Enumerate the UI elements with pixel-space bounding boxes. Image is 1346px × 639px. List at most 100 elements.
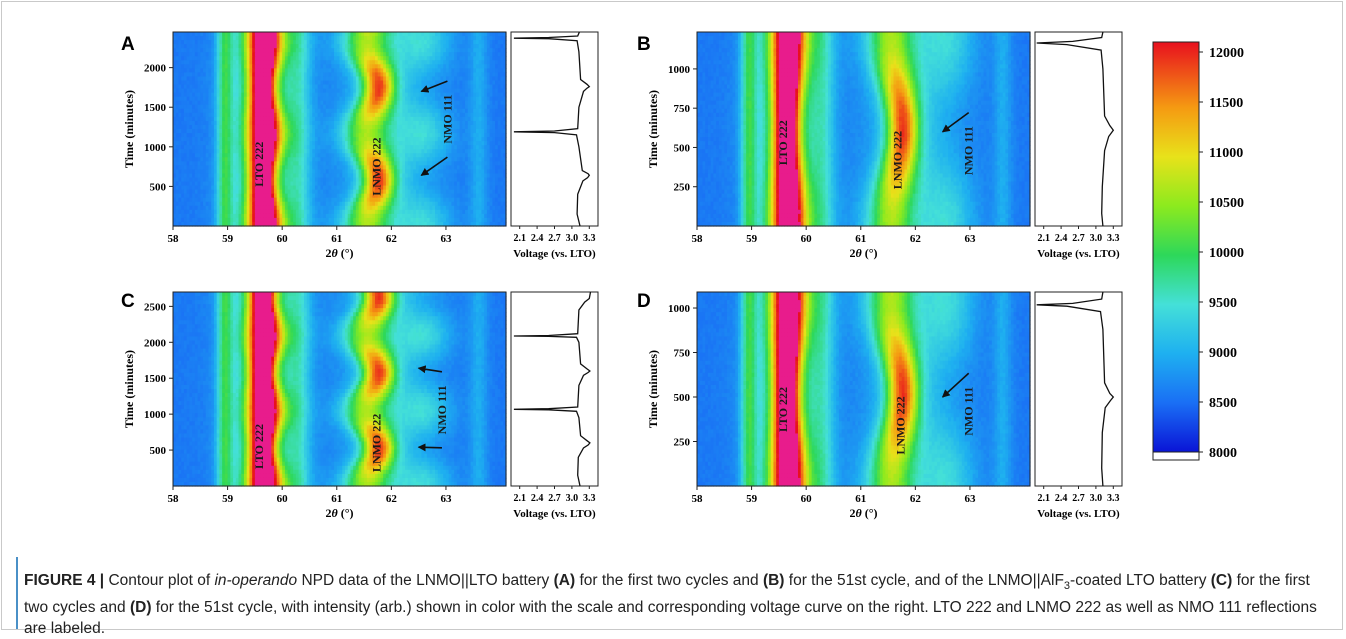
heatmap-cell <box>475 32 480 37</box>
heatmap-cell <box>448 32 453 37</box>
heatmap-cell <box>276 36 281 41</box>
heatmap-cell <box>462 32 466 37</box>
heatmap-cell <box>295 40 300 45</box>
heatmap-cell <box>481 32 485 37</box>
heatmap-cell <box>320 40 324 45</box>
heatmap-cell <box>178 36 182 41</box>
heatmap-cell <box>276 32 281 37</box>
heatmap-cell <box>429 32 433 37</box>
heatmap-cell <box>358 36 362 41</box>
heatmap-cell <box>183 36 188 41</box>
heatmap-cell <box>173 40 177 45</box>
heatmap-cell <box>265 40 270 45</box>
heatmap-cell <box>484 32 488 37</box>
heatmap-cell <box>249 40 253 45</box>
heatmap-cell <box>435 32 439 37</box>
heatmap-cell <box>495 32 499 37</box>
heatmap-cell <box>252 40 256 45</box>
heatmap-cell <box>374 32 379 37</box>
heatmap-cell <box>279 36 283 41</box>
heatmap-cell <box>186 40 190 45</box>
heatmap-cell <box>271 40 275 45</box>
heatmap-cell <box>328 32 332 37</box>
heatmap-cell <box>192 36 196 41</box>
heatmap-cell <box>355 40 360 45</box>
heatmap-cell <box>273 36 278 41</box>
heatmap-cell <box>203 40 207 45</box>
heatmap-cell <box>415 36 420 41</box>
heatmap-cell <box>405 32 409 37</box>
heatmap-cell <box>405 36 409 41</box>
heatmap-cell <box>334 40 338 45</box>
heatmap-cell <box>304 32 308 37</box>
heatmap-cell <box>380 32 384 37</box>
heatmap-cell <box>418 32 422 37</box>
heatmap-cell <box>399 32 403 37</box>
heatmap-cell <box>268 40 272 45</box>
heatmap-cell <box>243 36 248 41</box>
heatmap-cell <box>268 32 272 37</box>
heatmap-cell <box>484 36 488 41</box>
heatmap-cell <box>339 36 343 41</box>
heatmap-cell <box>233 40 237 45</box>
heatmap-cell <box>211 40 215 45</box>
heatmap-cell <box>295 32 300 37</box>
heatmap-cell <box>481 36 485 41</box>
heatmap-cell <box>372 40 376 45</box>
heatmap-cell <box>486 36 491 41</box>
heatmap-cell <box>467 32 472 37</box>
heatmap-cell <box>465 32 469 37</box>
heatmap-cell <box>358 32 362 37</box>
heatmap-cell <box>459 32 463 37</box>
heatmap-cell <box>235 32 240 37</box>
heatmap-cell <box>342 32 346 37</box>
heatmap-cell <box>287 36 291 41</box>
heatmap-cell <box>374 40 379 45</box>
heatmap-cell <box>219 32 223 37</box>
heatmap-cell <box>388 36 392 41</box>
heatmap-cell <box>271 32 275 37</box>
heatmap-cell <box>205 40 210 45</box>
heatmap-cell <box>200 32 204 37</box>
heatmap-cell <box>175 36 180 41</box>
heatmap-cell <box>298 36 302 41</box>
heatmap-cell <box>208 40 212 45</box>
heatmap-cell <box>358 40 362 45</box>
heatmap-cell <box>410 32 414 37</box>
heatmap-cell <box>325 40 330 45</box>
heatmap-cell <box>429 36 433 41</box>
heatmap-cell <box>394 40 398 45</box>
heatmap-cell <box>268 36 272 41</box>
heatmap-cell <box>298 32 302 37</box>
heatmap-cell <box>224 32 229 37</box>
heatmap-cell <box>257 32 261 37</box>
heatmap-cell <box>325 32 330 37</box>
heatmap-cell <box>465 36 469 41</box>
heatmap-cell <box>323 40 327 45</box>
heatmap-cell <box>413 36 417 41</box>
heatmap-cell <box>183 32 188 37</box>
heatmap-cell <box>377 36 382 41</box>
heatmap-cell <box>287 32 291 37</box>
heatmap-cell <box>205 36 210 41</box>
heatmap-cell <box>235 36 240 41</box>
heatmap-cell <box>298 40 302 45</box>
heatmap-cell <box>312 32 316 37</box>
heatmap-cell <box>426 32 431 37</box>
heatmap-cell <box>388 40 392 45</box>
heatmap-cell <box>344 36 349 41</box>
heatmap-cell <box>181 36 185 41</box>
heatmap-cell <box>503 32 507 37</box>
heatmap-cell <box>200 40 204 45</box>
heatmap-cell <box>254 40 259 45</box>
heatmap-cell <box>432 36 436 41</box>
heatmap-cell <box>473 36 477 41</box>
heatmap-cell <box>203 36 207 41</box>
heatmap-cell <box>224 40 229 45</box>
heatmap-cell <box>437 32 442 37</box>
heatmap-cell <box>257 36 261 41</box>
heatmap-cell <box>391 36 395 41</box>
heatmap-cell <box>314 40 319 45</box>
heatmap-cell <box>413 32 417 37</box>
heatmap-cell <box>205 32 210 37</box>
